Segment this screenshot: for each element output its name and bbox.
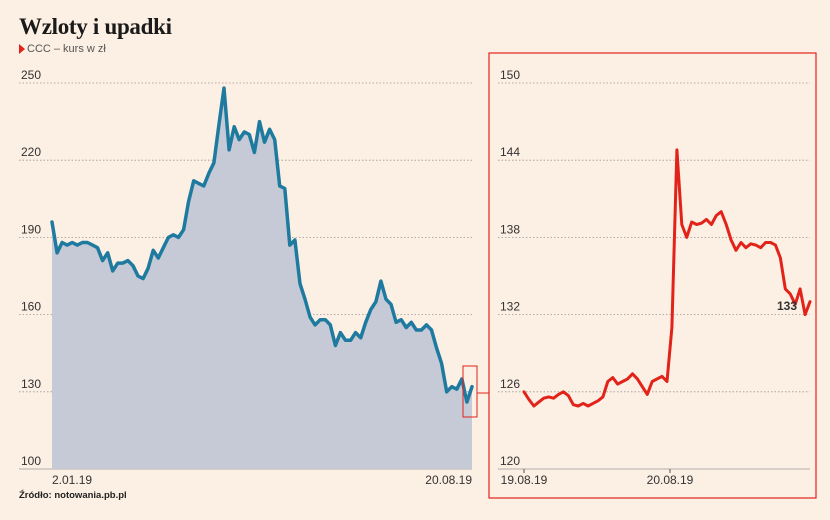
main-y-tick-label: 100: [21, 454, 41, 468]
main-y-tick-label: 220: [21, 145, 41, 159]
detail-y-tick-label: 126: [500, 377, 520, 391]
main-y-tick-label: 160: [21, 300, 41, 314]
main-y-tick-label: 190: [21, 222, 41, 236]
detail-y-tick-label: 150: [500, 68, 520, 82]
detail-x-tick-label: 19.08.19: [501, 473, 548, 487]
main-area-fill: [52, 88, 472, 469]
detail-last-value-label: 133: [777, 299, 797, 313]
chart-subtitle: CCC – kurs w zł: [19, 43, 106, 55]
detail-series-line: [522, 148, 812, 408]
triangle-marker-icon: [19, 44, 25, 54]
subtitle-text: CCC – kurs w zł: [27, 43, 106, 55]
main-series-line: [50, 86, 474, 404]
detail-frame: [488, 52, 817, 499]
detail-y-tick-label: 138: [500, 222, 520, 236]
main-y-tick-label: 130: [21, 377, 41, 391]
main-y-tick-label: 250: [21, 68, 41, 82]
highlight-box: [462, 365, 478, 418]
main-x-start-label: 2.01.19: [52, 473, 92, 487]
detail-y-tick-label: 144: [500, 145, 520, 159]
detail-y-tick-label: 120: [500, 454, 520, 468]
source-note: Źródło: notowania.pb.pl: [19, 490, 127, 501]
detail-x-tick-label: 20.08.19: [647, 473, 694, 487]
detail-y-tick-label: 132: [500, 300, 520, 314]
chart-title: Wzloty i upadki: [19, 14, 172, 39]
main-x-end-label: 20.08.19: [425, 473, 472, 487]
